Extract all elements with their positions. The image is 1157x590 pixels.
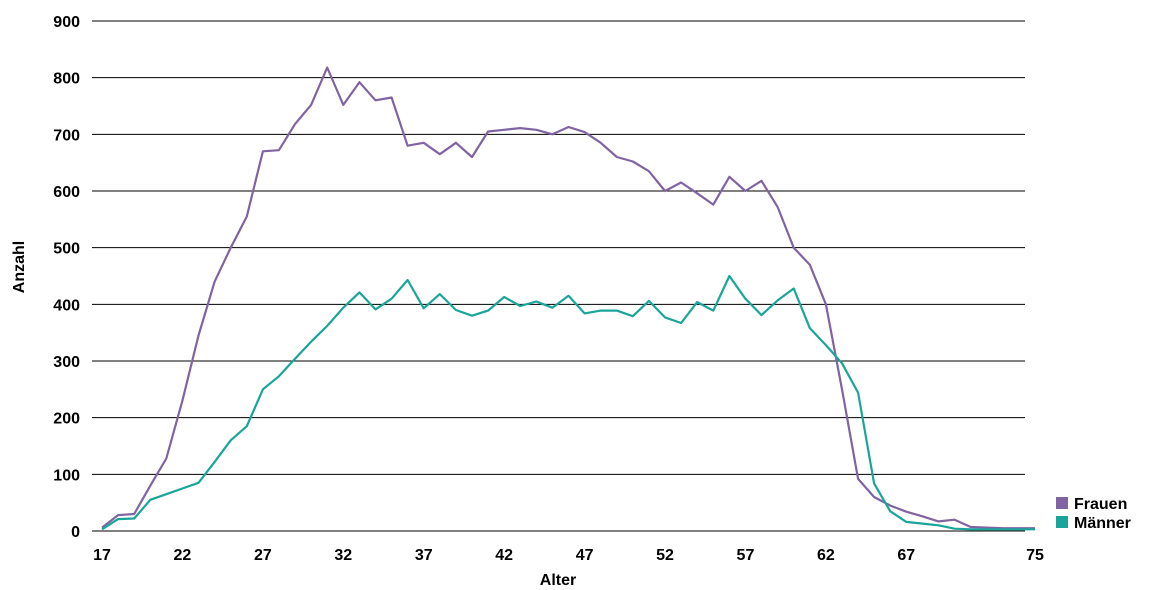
x-axis-ticks: 17 22 27 32 37 42 47 52 57 62 67 75 [93,547,1044,564]
x-tick-label: 27 [254,547,272,564]
x-tick-label: 67 [897,547,915,564]
y-axis-title: Anzahl [11,241,28,293]
gridlines [92,20,1025,532]
x-tick-label: 37 [415,547,433,564]
x-tick-label: 47 [576,547,594,564]
x-tick-label: 32 [334,547,352,564]
x-tick-label: 22 [174,547,192,564]
y-tick-label: 600 [53,184,80,201]
legend: Frauen Männer [1056,496,1131,532]
legend-swatch-0 [1056,497,1068,509]
y-tick-label: 100 [53,467,80,484]
y-tick-label: 0 [71,524,80,541]
y-tick-label: 700 [53,127,80,144]
y-tick-label: 800 [53,71,80,88]
y-tick-label: 900 [53,14,80,31]
y-axis-ticks: 0 100 200 300 400 500 600 700 800 900 [53,14,80,541]
y-tick-label: 200 [53,411,80,428]
series-lines [101,66,1035,531]
y-tick-label: 500 [53,241,80,258]
x-tick-label: 42 [495,547,513,564]
series-line-1 [101,274,1035,531]
x-tick-label: 75 [1026,547,1044,564]
y-tick-label: 400 [53,297,80,314]
legend-label-0: Frauen [1074,496,1127,513]
x-tick-label: 52 [656,547,674,564]
x-tick-label: 57 [737,547,755,564]
y-tick-label: 300 [53,354,80,371]
x-tick-label: 17 [93,547,111,564]
legend-swatch-1 [1056,516,1068,528]
x-tick-label: 62 [817,547,835,564]
legend-label-1: Männer [1074,515,1131,532]
x-axis-title: Alter [540,572,576,589]
series-line-0 [101,66,1035,530]
